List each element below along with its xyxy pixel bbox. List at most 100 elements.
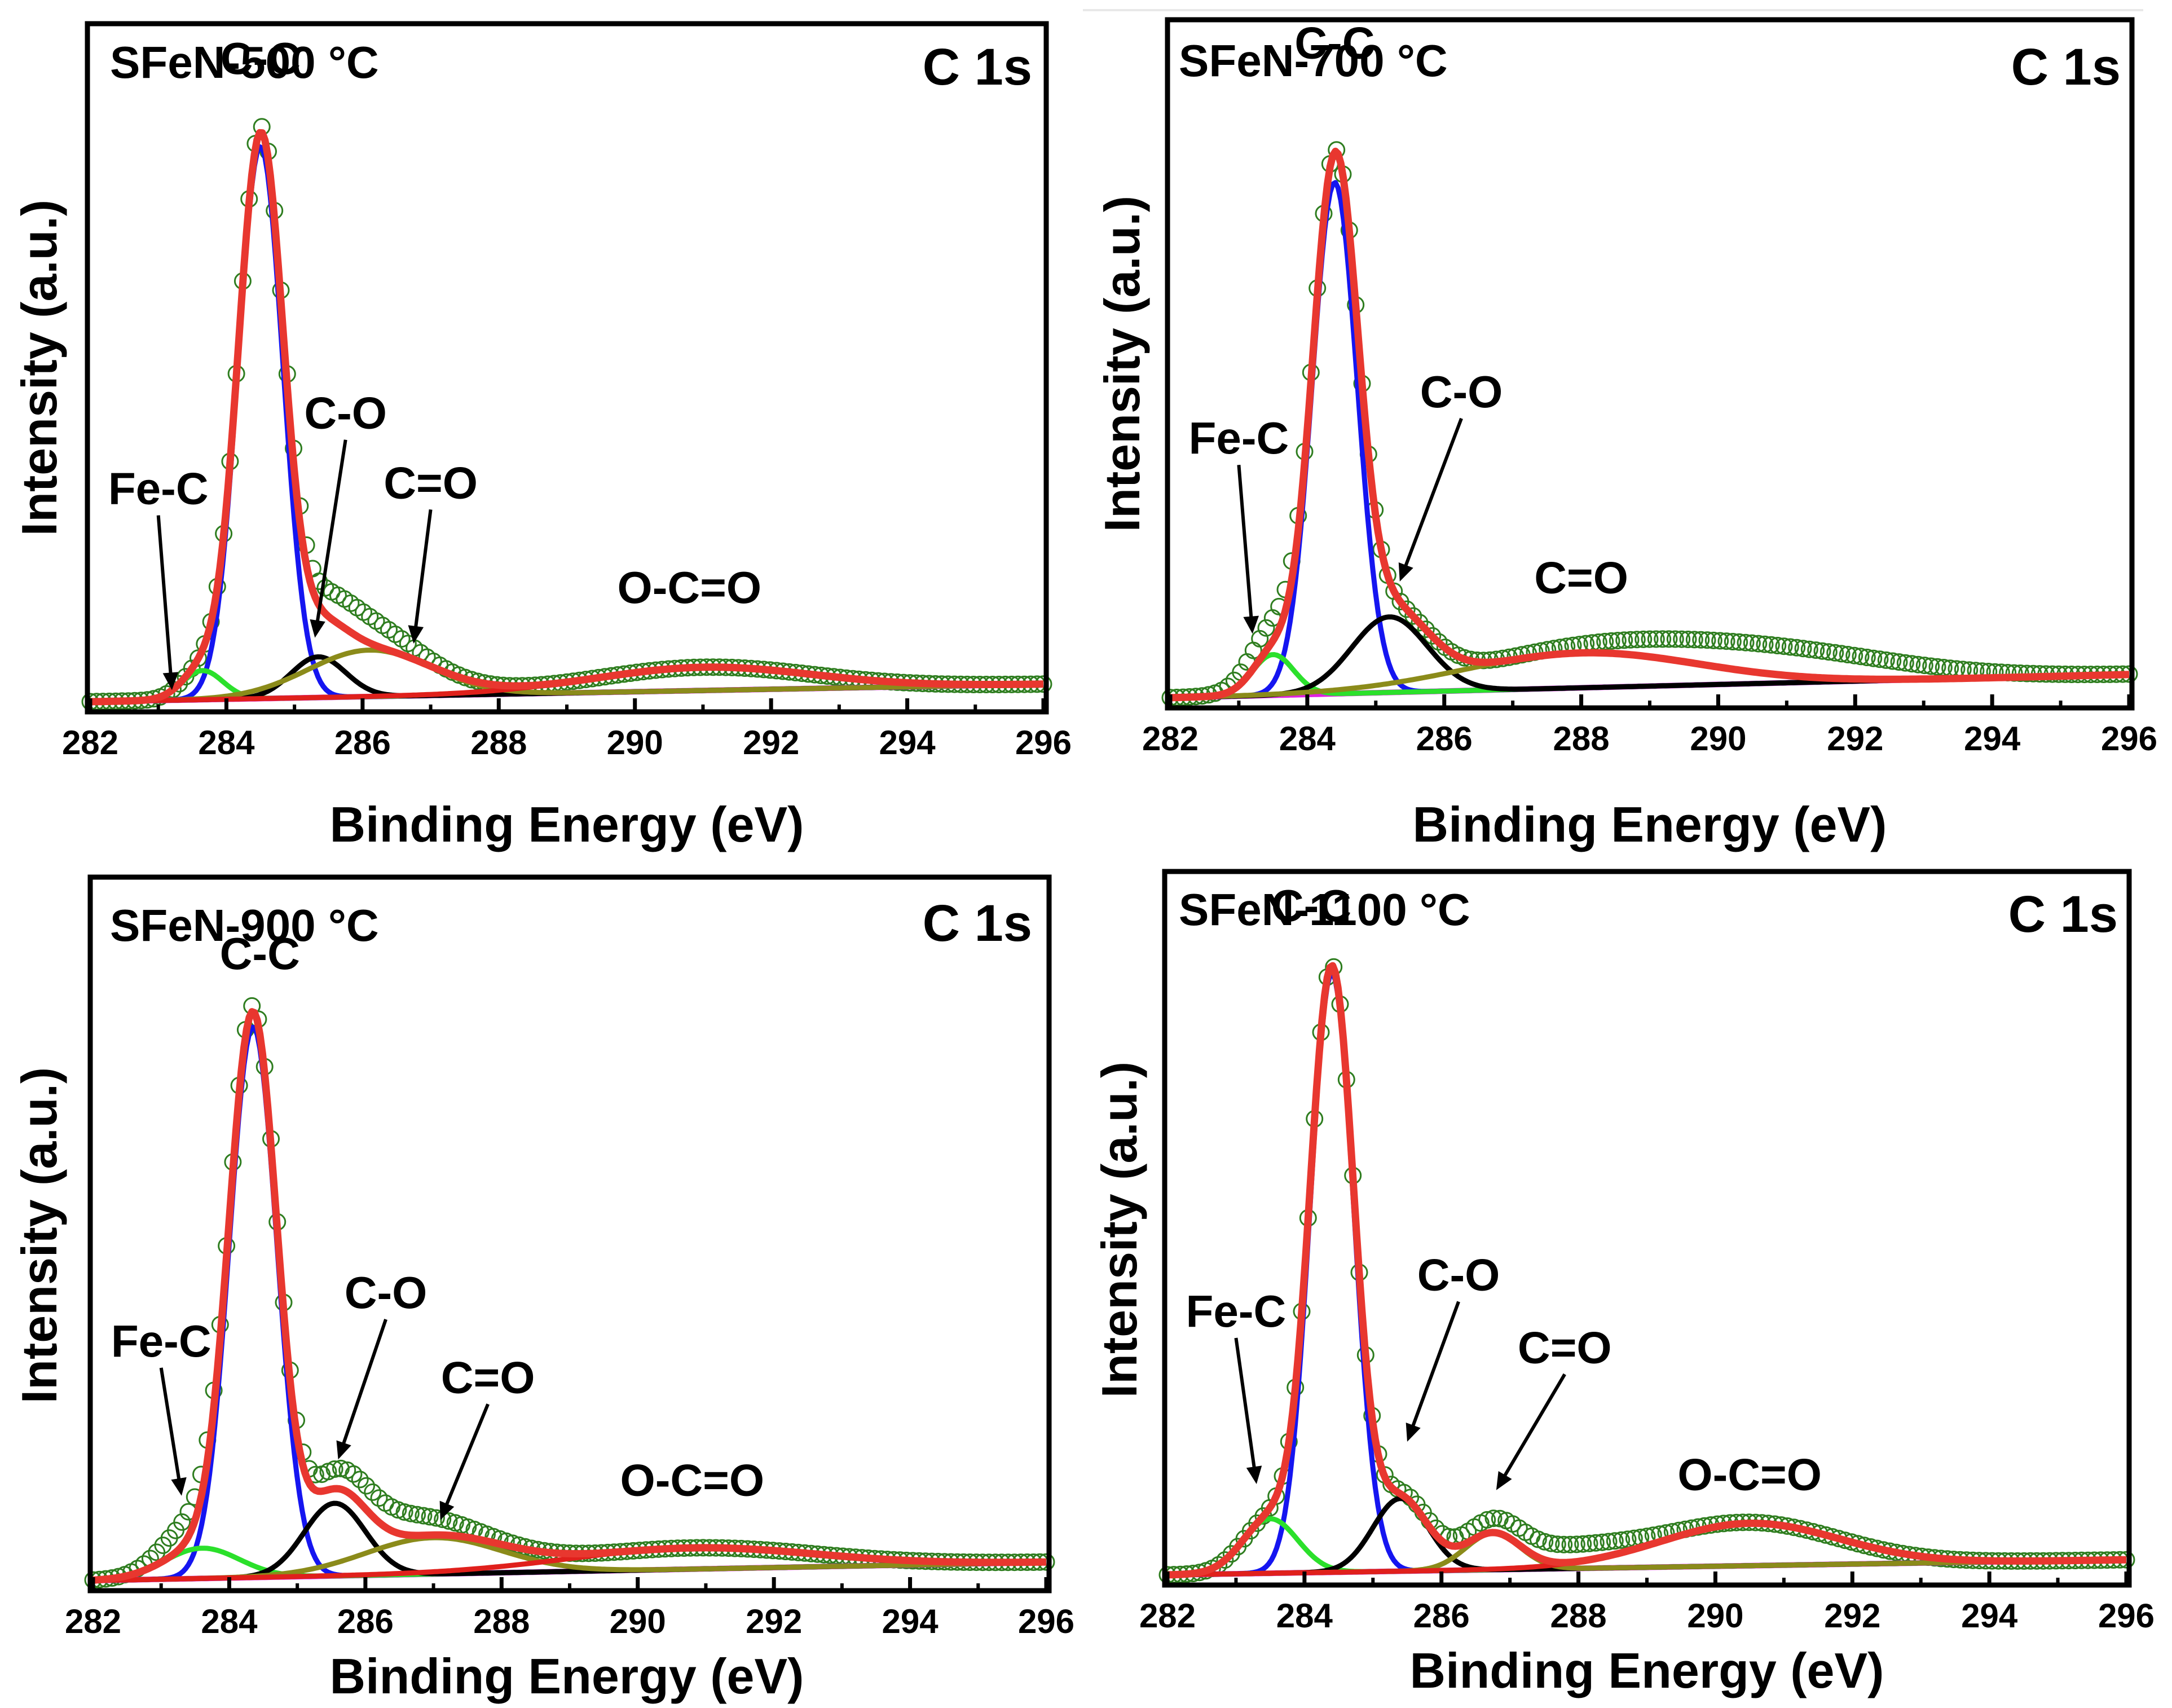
data-point — [1647, 630, 1665, 648]
peak-label-c-c: C-C — [221, 33, 301, 83]
data-point — [1884, 652, 1902, 670]
data-point — [1613, 1531, 1631, 1549]
data-point — [1769, 637, 1787, 654]
data-point — [1877, 651, 1895, 669]
peak-label-o-c-o: O-C=O — [617, 562, 761, 613]
data-point — [1417, 620, 1435, 639]
data-point — [1915, 657, 1933, 675]
data-point — [1800, 640, 1818, 658]
x-tick-label: 288 — [1553, 720, 1610, 758]
data-point — [1567, 1535, 1585, 1553]
data-point — [395, 1503, 413, 1521]
data-point — [1478, 1511, 1496, 1529]
x-tick-label: 286 — [337, 1603, 394, 1640]
panel-sfen-1100: C-C Fe-C C-O C=O O-C=O SFeN-1100 °C C 1s Bin… — [1091, 869, 2155, 1698]
peak-label-fe-c: Fe-C — [1186, 1286, 1287, 1336]
data-point — [1928, 658, 1946, 676]
data-point — [173, 1513, 191, 1531]
data-point — [1411, 614, 1429, 632]
fit-envelope — [92, 1008, 1047, 1584]
data-point — [345, 1465, 363, 1483]
data-point — [1845, 646, 1863, 664]
peak-label-fe-c: Fe-C — [111, 1316, 212, 1366]
peak-label-c-o: C=O — [384, 457, 478, 508]
data-point — [1922, 657, 1940, 675]
data-point — [1615, 631, 1633, 649]
data-point — [1794, 640, 1812, 658]
data-point — [1424, 627, 1442, 645]
peak-label-fe-c: Fe-C — [1189, 413, 1289, 463]
x-tick-label: 286 — [334, 724, 391, 761]
data-point — [1711, 632, 1729, 650]
data-point — [1813, 642, 1831, 660]
region-label: C 1s — [923, 38, 1032, 96]
data-point — [1750, 635, 1768, 653]
data-point — [1600, 1533, 1618, 1551]
data-point — [1216, 1551, 1234, 1569]
y-axis-label: Intensity (a.u.) — [1094, 196, 1150, 532]
data-point — [1896, 654, 1914, 672]
peak-label-c-c: C-C — [1294, 17, 1374, 68]
annotation-arrow — [1503, 1373, 1566, 1478]
data-point — [1724, 633, 1742, 650]
x-tick-label: 284 — [1276, 1597, 1333, 1635]
x-axis-label: Binding Energy (eV) — [1413, 796, 1887, 852]
sample-label: SFeN-900 °C — [110, 900, 379, 950]
data-point — [1858, 649, 1876, 666]
data-point — [1871, 650, 1889, 668]
data-point — [1634, 630, 1653, 648]
x-tick-label: 294 — [1964, 720, 2021, 758]
annotation-arrow — [341, 1319, 387, 1445]
x-tick-label: 282 — [62, 724, 118, 761]
x-tick-label: 284 — [1279, 720, 1336, 758]
x-tick-label: 286 — [1416, 720, 1473, 758]
data-point — [2011, 664, 2029, 682]
data-point — [1602, 632, 1620, 650]
data-point — [427, 1509, 445, 1527]
y-axis-label: Intensity (a.u.) — [11, 200, 67, 536]
data-point — [358, 1477, 375, 1495]
annotation-arrowhead — [1406, 1422, 1421, 1442]
y-axis-label: Intensity (a.u.) — [11, 1067, 67, 1404]
data-point — [1622, 631, 1640, 649]
data-point — [1641, 630, 1659, 648]
data-point — [1704, 631, 1722, 649]
data-point — [1609, 632, 1627, 650]
data-point — [1628, 631, 1646, 649]
sample-label: SFeN-1100 °C — [1179, 884, 1470, 935]
x-tick-label: 290 — [1687, 1597, 1743, 1635]
annotation-arrowhead — [1246, 1465, 1262, 1484]
data-point — [1673, 630, 1691, 648]
peak-label-c-o: C=O — [1534, 553, 1628, 603]
x-tick-label: 282 — [65, 1603, 121, 1640]
x-tick-label: 288 — [473, 1603, 530, 1640]
peak-label-c-c: C-C — [1271, 881, 1351, 931]
annotation-arrowhead — [310, 619, 325, 638]
data-point — [1619, 1530, 1637, 1548]
annotation-arrowhead — [1496, 1471, 1512, 1490]
peak-label-o-c-o: O-C=O — [1677, 1450, 1822, 1500]
x-tick-label: 290 — [610, 1603, 666, 1640]
region-label: C 1s — [923, 895, 1032, 952]
annotation-arrow — [159, 1367, 181, 1481]
data-point — [1807, 641, 1825, 659]
x-tick-label: 288 — [1550, 1597, 1607, 1635]
annotation-arrowhead — [1243, 615, 1259, 634]
annotation-arrow — [444, 1403, 490, 1506]
data-point — [1819, 643, 1838, 661]
component-c-o — [90, 648, 1044, 705]
peak-label-o-c-o: O-C=O — [620, 1455, 764, 1505]
data-point — [1561, 1535, 1579, 1553]
x-tick-label: 292 — [1824, 1597, 1880, 1635]
x-axis-label: Binding Energy (eV) — [1410, 1643, 1884, 1698]
x-tick-label: 290 — [1690, 720, 1746, 758]
annotation-arrowhead — [171, 1477, 187, 1496]
region-label: C 1s — [2008, 886, 2118, 943]
data-point — [1679, 631, 1697, 648]
data-point — [1430, 633, 1448, 651]
data-point — [408, 1505, 426, 1524]
sample-label: SFeN-700 °C — [1179, 36, 1448, 86]
panel-sfen-700: C-C Fe-C C-O C=O SFeN-700 °C C 1s Binding E… — [1094, 17, 2157, 852]
data-point — [325, 1460, 343, 1478]
